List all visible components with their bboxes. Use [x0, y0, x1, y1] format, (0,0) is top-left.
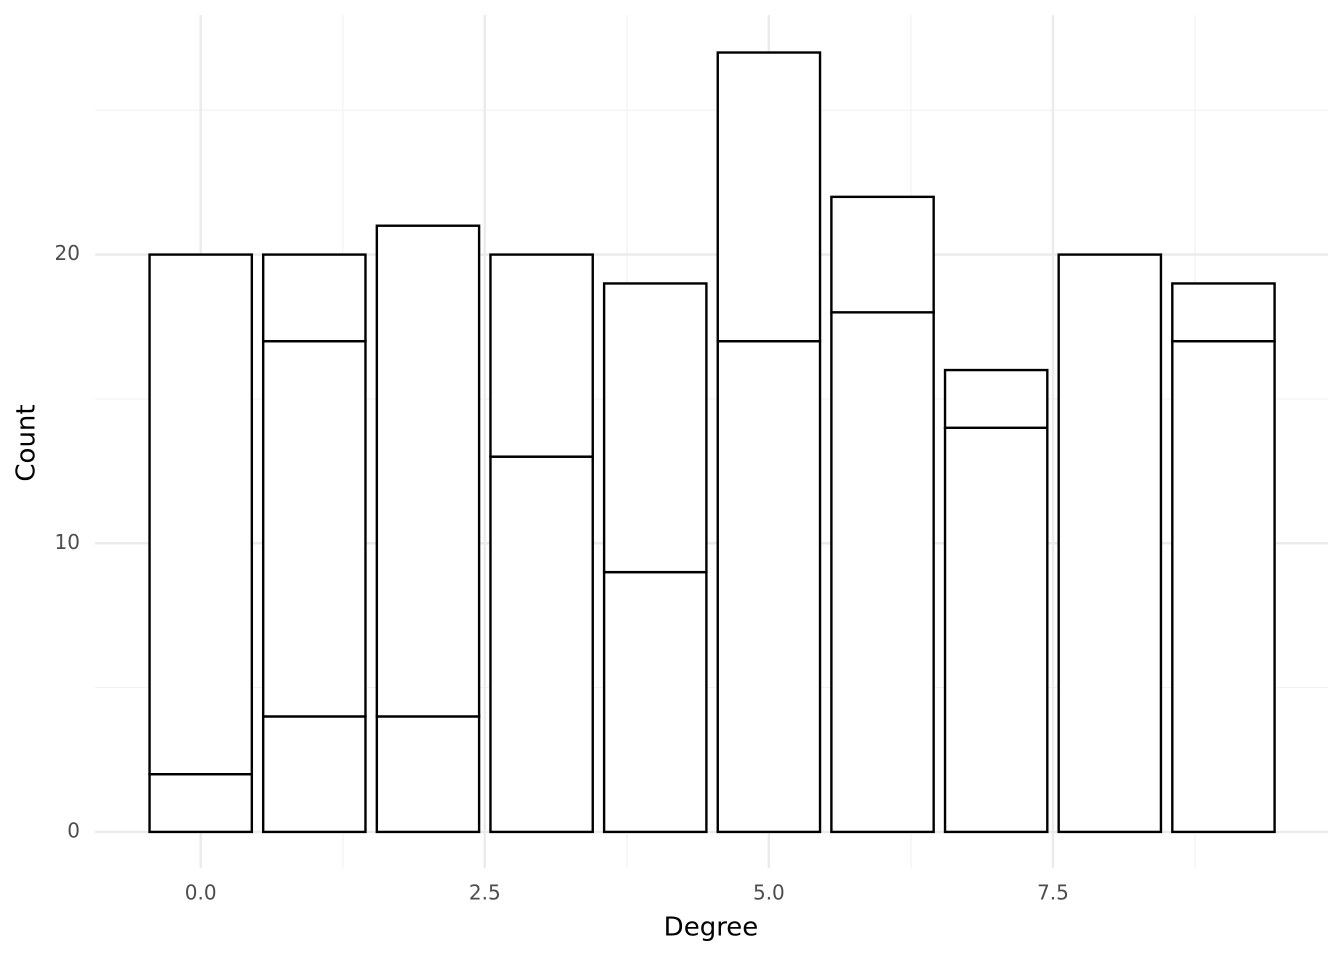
bars [148, 51, 1276, 834]
bar-segment [375, 224, 481, 718]
x-tick-label: 2.5 [469, 881, 501, 905]
bar-segment [830, 195, 935, 314]
bar-segment [1057, 253, 1163, 834]
bar-segment [943, 368, 1049, 429]
x-tick-label: 0.0 [185, 881, 217, 905]
bar-segment [830, 311, 935, 834]
y-tick-label: 10 [55, 530, 80, 554]
y-tick-label: 20 [55, 241, 80, 265]
bar-segment [602, 570, 708, 834]
bar-segment [375, 715, 481, 834]
bar-segment [489, 455, 594, 834]
bar-segment [261, 715, 367, 834]
x-tick-label: 7.5 [1037, 881, 1069, 905]
bar-segment [148, 772, 254, 834]
y-axis-title: Count [12, 404, 42, 481]
x-tick-label: 5.0 [753, 881, 785, 905]
x-axis-title: Degree [664, 913, 759, 943]
bar-segment [716, 339, 822, 834]
y-tick-label: 0 [67, 818, 80, 842]
bar-segment [716, 51, 822, 343]
bar-segment [1171, 282, 1276, 343]
bar-segment [261, 339, 367, 718]
bar-segment [489, 253, 594, 458]
bar-segment [1171, 339, 1276, 834]
bar-segment [602, 282, 708, 574]
bar-segment [943, 426, 1049, 834]
bar-segment [148, 253, 254, 776]
bar-segment [261, 253, 367, 343]
